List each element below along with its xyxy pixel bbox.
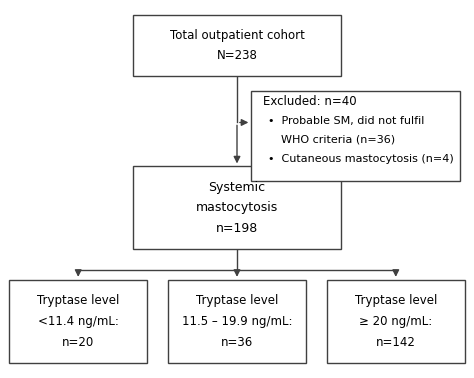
Bar [133,15,341,76]
Text: Tryptase level: Tryptase level [355,294,437,307]
Text: n=36: n=36 [221,336,253,349]
Bar [9,280,147,363]
Text: N=238: N=238 [217,49,257,62]
Text: n=142: n=142 [376,336,416,349]
Bar [327,280,465,363]
Text: 11.5 – 19.9 ng/mL:: 11.5 – 19.9 ng/mL: [182,315,292,328]
Text: n=198: n=198 [216,222,258,235]
Text: •  Cutaneous mastocytosis (n=4): • Cutaneous mastocytosis (n=4) [268,154,454,164]
Text: mastocytosis: mastocytosis [196,201,278,214]
Text: n=20: n=20 [62,336,94,349]
Text: WHO criteria (n=36): WHO criteria (n=36) [281,134,395,144]
Text: Tryptase level: Tryptase level [196,294,278,307]
Text: Tryptase level: Tryptase level [37,294,119,307]
Text: Systemic: Systemic [209,181,265,194]
Text: •  Probable SM, did not fulfil: • Probable SM, did not fulfil [268,116,424,126]
Text: <11.4 ng/mL:: <11.4 ng/mL: [38,315,118,328]
Text: Total outpatient cohort: Total outpatient cohort [170,29,304,42]
Text: Excluded: n=40: Excluded: n=40 [263,95,357,108]
Text: ≥ 20 ng/mL:: ≥ 20 ng/mL: [359,315,432,328]
Bar [251,91,460,181]
Bar [168,280,306,363]
Bar [133,166,341,249]
